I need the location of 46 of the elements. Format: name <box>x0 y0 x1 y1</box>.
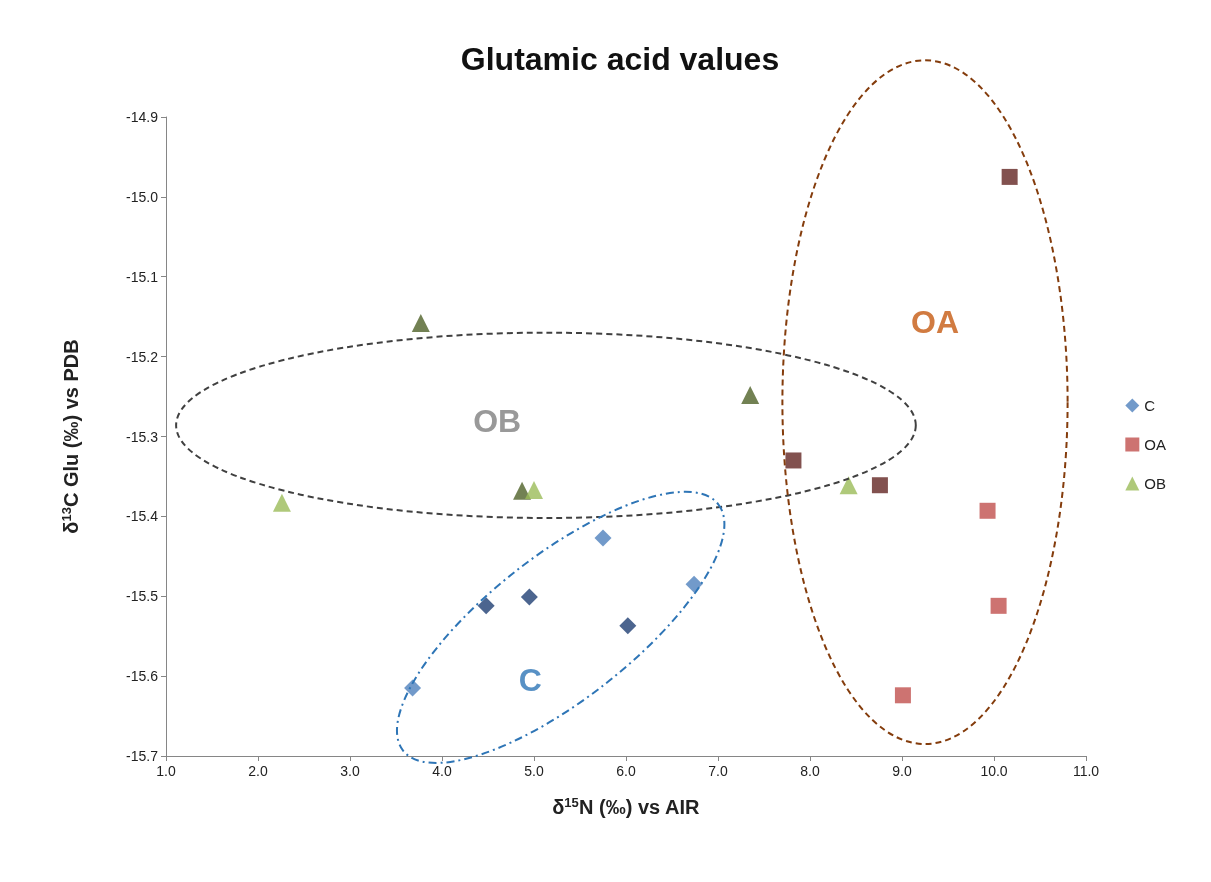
point <box>513 481 532 500</box>
y-axis-title: δ13C Glu (‰) vs PDB <box>59 339 82 534</box>
y-tick-label: -15.6 <box>126 668 159 685</box>
x-tick-label: 10.0 <box>980 763 1008 779</box>
x-tick-label: 9.0 <box>892 763 912 779</box>
x-tick-label: 6.0 <box>616 763 636 779</box>
annotation: OA <box>911 304 960 341</box>
x-tick-label: 8.0 <box>800 763 820 779</box>
x-tick-label: 3.0 <box>340 763 360 779</box>
x-tick-label: 11.0 <box>1072 763 1100 779</box>
y-tick-label: -15.2 <box>126 348 159 365</box>
legend-label: OA <box>1144 436 1167 453</box>
point <box>411 314 430 333</box>
x-tick-label: 4.0 <box>432 763 452 779</box>
point <box>685 575 703 593</box>
point <box>520 588 538 606</box>
point <box>272 493 291 512</box>
point <box>741 385 760 404</box>
point <box>477 597 495 615</box>
point <box>990 597 1007 614</box>
annotation: C <box>518 662 542 699</box>
x-tick-label: 7.0 <box>708 763 728 779</box>
legend-label: OB <box>1144 475 1167 492</box>
point <box>619 617 637 635</box>
y-tick-label: -15.7 <box>126 748 159 764</box>
chart-title: Glutamic acid values <box>460 41 780 77</box>
point <box>894 687 911 704</box>
point <box>785 452 802 469</box>
y-tick-label: -15.3 <box>126 428 159 445</box>
x-tick-label: 5.0 <box>524 763 544 779</box>
point <box>1001 168 1018 185</box>
point <box>594 529 612 547</box>
y-tick-label: -15.4 <box>126 508 159 525</box>
y-tick-label: -15.1 <box>126 268 159 285</box>
y-tick-label: -14.9 <box>126 109 159 125</box>
annotation: OB <box>473 402 522 439</box>
point <box>979 502 996 519</box>
point <box>839 476 858 495</box>
legend-label: C <box>1144 397 1156 414</box>
point <box>404 679 422 697</box>
point <box>525 481 543 500</box>
x-tick-label: 1.0 <box>156 763 176 779</box>
y-tick-label: -15.0 <box>126 188 159 205</box>
point <box>871 477 888 494</box>
x-tick-label: 2.0 <box>248 763 268 779</box>
y-tick-label: -15.5 <box>126 588 159 605</box>
